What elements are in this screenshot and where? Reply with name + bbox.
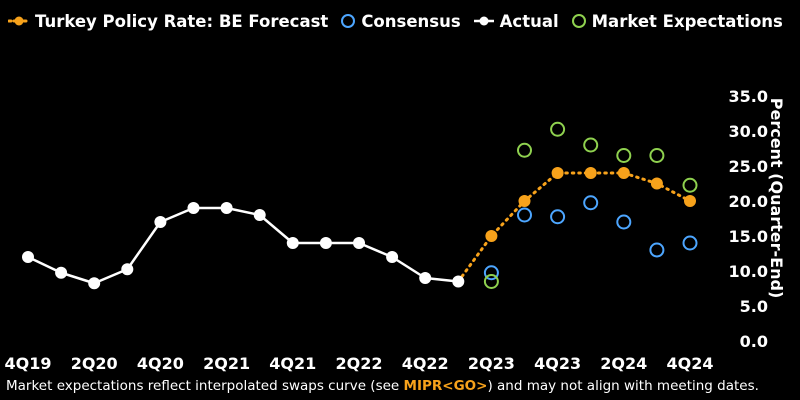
point-actual xyxy=(253,209,266,221)
y-tick-label: 25.0 xyxy=(729,157,768,176)
point-consensus xyxy=(616,214,632,230)
point-consensus xyxy=(583,195,599,211)
legend-market-label: Market Expectations xyxy=(591,11,783,31)
point-actual xyxy=(220,202,233,214)
series-line-be-forecast xyxy=(456,171,692,283)
point-be-forecast xyxy=(485,230,498,242)
y-tick-label: 5.0 xyxy=(740,297,768,316)
y-tick-label: 35.0 xyxy=(729,87,768,106)
point-consensus xyxy=(682,235,698,251)
legend-consensus-marker xyxy=(341,14,356,28)
y-tick-label: 10.0 xyxy=(729,262,768,281)
legend-market-marker xyxy=(571,14,586,28)
point-market-expectations xyxy=(616,148,632,163)
x-tick-label: 4Q23 xyxy=(534,354,581,373)
point-actual xyxy=(88,277,101,290)
point-market-expectations xyxy=(682,177,698,193)
legend-item-actual: Actual xyxy=(473,12,559,31)
series-line-actual xyxy=(27,206,459,285)
point-market-expectations xyxy=(517,142,532,158)
legend-actual-label: Actual xyxy=(499,11,559,31)
point-be-forecast xyxy=(617,167,630,179)
x-tick-label: 2Q24 xyxy=(600,354,647,373)
point-actual xyxy=(187,202,200,214)
point-actual xyxy=(386,251,399,263)
legend-actual-marker xyxy=(473,16,494,26)
x-tick-label: 4Q24 xyxy=(667,354,714,373)
x-tick-label: 4Q19 xyxy=(5,354,52,373)
legend-item-market: Market Expectations xyxy=(571,12,783,31)
point-actual xyxy=(319,237,332,249)
point-consensus xyxy=(550,209,566,225)
x-tick-label: 2Q20 xyxy=(71,354,118,373)
point-market-expectations xyxy=(483,274,499,289)
point-consensus xyxy=(483,265,499,281)
x-tick-label: 2Q21 xyxy=(203,354,250,373)
legend-item-be-forecast: Turkey Policy Rate: BE Forecast xyxy=(8,12,328,31)
y-tick-label: 30.0 xyxy=(729,122,768,141)
x-tick-label: 2Q23 xyxy=(468,354,515,373)
point-be-forecast xyxy=(584,167,597,179)
point-be-forecast xyxy=(551,167,564,179)
point-actual xyxy=(353,237,365,249)
point-consensus xyxy=(517,207,532,223)
x-tick-label: 2Q22 xyxy=(336,354,383,373)
footnote-suffix: ) and may not align with meeting dates. xyxy=(487,378,759,394)
legend-be-forecast-label: Turkey Policy Rate: BE Forecast xyxy=(35,11,329,31)
point-be-forecast xyxy=(684,195,696,207)
y-tick-label: 0.0 xyxy=(740,332,768,351)
point-market-expectations xyxy=(550,121,566,137)
point-actual xyxy=(286,237,299,249)
point-actual xyxy=(154,216,167,228)
footnote-code-link[interactable]: MIPR<GO> xyxy=(403,378,488,394)
y-tick-label: 15.0 xyxy=(729,227,768,246)
y-axis-label: Percent (Quarter-End) xyxy=(767,97,786,299)
point-actual xyxy=(452,275,465,288)
legend-item-consensus: Consensus xyxy=(340,11,461,31)
point-be-forecast xyxy=(650,177,663,190)
point-market-expectations xyxy=(649,148,665,163)
y-tick-label: 20.0 xyxy=(729,192,768,211)
footnote-prefix: Market expectations reflect interpolated… xyxy=(6,378,404,394)
x-tick-label: 4Q21 xyxy=(269,354,316,373)
point-actual xyxy=(22,251,34,263)
footnote: Market expectations reflect interpolated… xyxy=(6,378,759,394)
chart-legend: Turkey Policy Rate: BE Forecast Consensu… xyxy=(8,6,795,36)
x-tick-label: 4Q20 xyxy=(137,354,184,373)
legend-be-forecast-marker xyxy=(8,16,30,26)
x-tick-label: 4Q22 xyxy=(402,354,449,373)
legend-consensus-label: Consensus xyxy=(361,11,461,31)
point-actual xyxy=(55,266,68,279)
point-consensus xyxy=(649,242,665,258)
point-market-expectations xyxy=(583,137,599,153)
point-actual xyxy=(121,263,134,276)
point-be-forecast xyxy=(518,195,531,207)
point-actual xyxy=(419,272,432,284)
